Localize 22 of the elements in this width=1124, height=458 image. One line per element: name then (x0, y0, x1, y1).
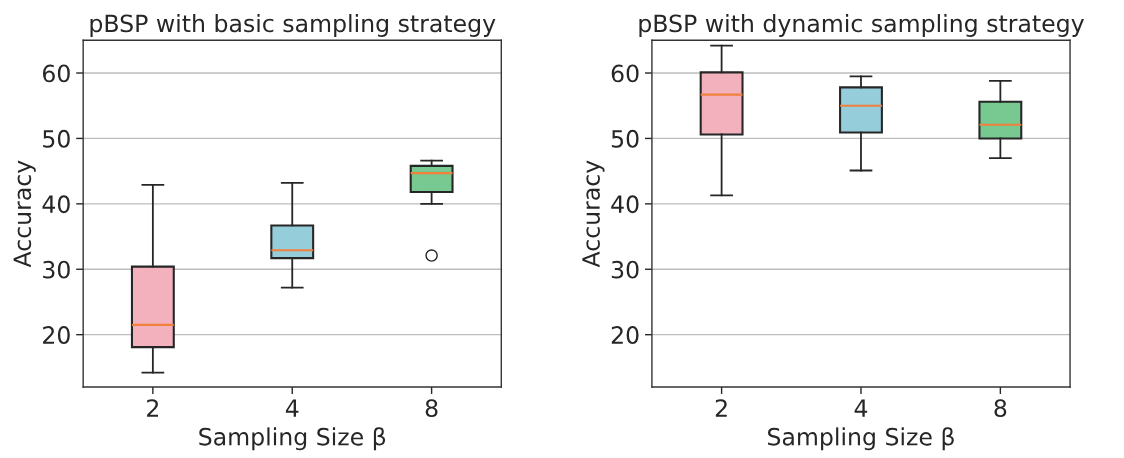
chart-title: pBSP with basic sampling strategy (90, 14, 496, 37)
y-axis-title: Accuracy (13, 160, 36, 268)
y-tick-label: 30 (611, 260, 639, 279)
y-tick-label: 60 (42, 64, 70, 83)
chart-title: pBSP with dynamic sampling strategy (639, 14, 1084, 37)
y-tick-label: 60 (611, 64, 639, 83)
y-axis-title: Accuracy (582, 160, 605, 268)
x-tick-label: 2 (147, 399, 159, 417)
x-tick-label: 2 (715, 399, 727, 417)
y-tick-label: 50 (43, 129, 70, 148)
y-tick-label: 20 (43, 326, 70, 344)
x-tick-label: 4 (854, 399, 868, 417)
y-tick-label: 40 (42, 195, 70, 214)
x-axis-title: Sampling Size β (199, 427, 386, 451)
x-axis-title: Sampling Size β (768, 427, 954, 451)
y-tick-label: 40 (611, 195, 639, 214)
x-tick-label: 8 (425, 399, 438, 418)
y-tick-label: 30 (43, 260, 70, 279)
x-tick-label: 8 (994, 399, 1007, 418)
y-tick-label: 20 (611, 326, 639, 344)
x-tick-label: 4 (285, 399, 299, 417)
y-tick-label: 50 (611, 129, 639, 148)
